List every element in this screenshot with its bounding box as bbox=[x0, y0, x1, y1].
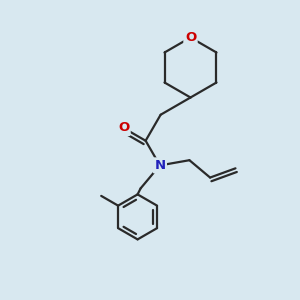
Text: O: O bbox=[185, 31, 196, 44]
Text: N: N bbox=[154, 159, 165, 172]
Text: O: O bbox=[118, 122, 129, 134]
